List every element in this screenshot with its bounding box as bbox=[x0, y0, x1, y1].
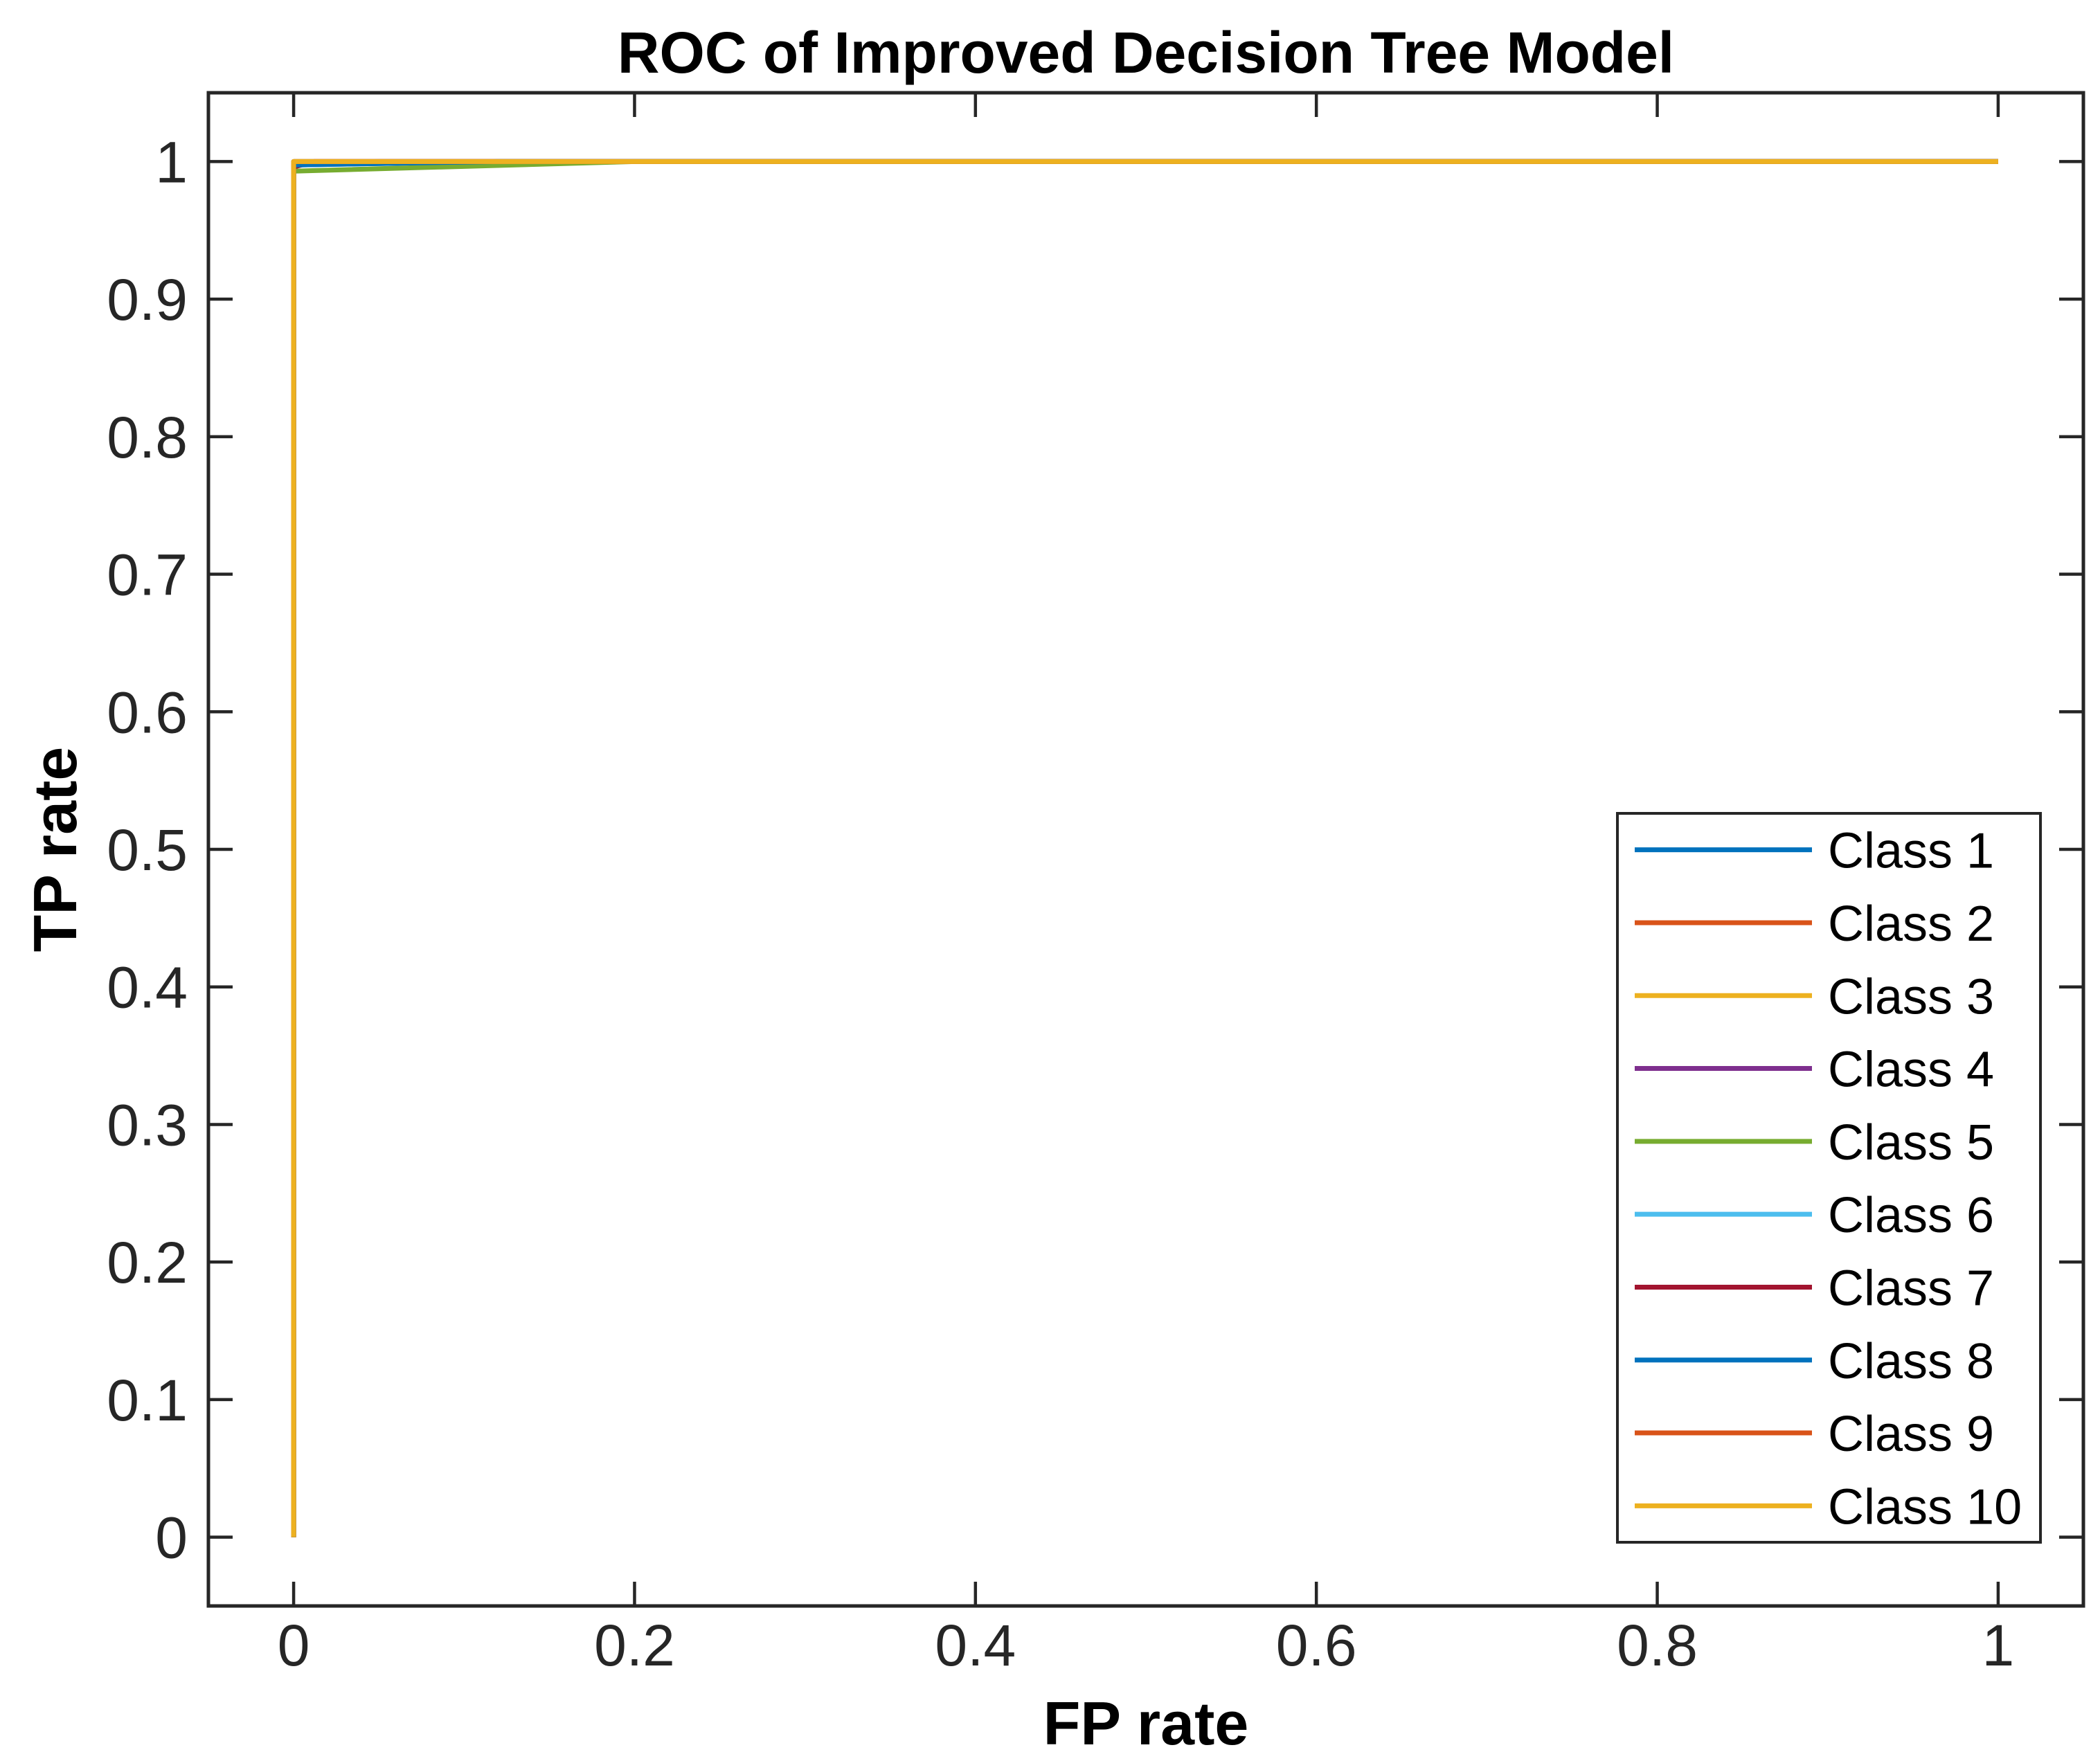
legend-label-class-10: Class 10 bbox=[1828, 1479, 2022, 1535]
y-tick-label-0.8: 0.8 bbox=[107, 405, 188, 470]
y-tick-label-0.9: 0.9 bbox=[107, 267, 188, 332]
y-tick-label-0.6: 0.6 bbox=[107, 680, 188, 745]
y-tick-label-1: 1 bbox=[155, 129, 188, 195]
y-tick-label-0: 0 bbox=[155, 1506, 188, 1571]
x-tick-label-0.2: 0.2 bbox=[594, 1613, 675, 1678]
legend-box bbox=[1616, 812, 2042, 1544]
legend-label-class-9: Class 9 bbox=[1828, 1407, 1994, 1462]
chart-title: ROC of Improved Decision Tree Model bbox=[618, 20, 1674, 85]
x-tick-label-0.6: 0.6 bbox=[1276, 1613, 1357, 1678]
legend-label-class-7: Class 7 bbox=[1828, 1261, 1994, 1316]
axis-tick-labels: 0 0.2 0.4 0.6 0.8 1 0 0.1 0.2 0.3 0.4 0.5 0.6 0.7 0.8 0… bbox=[107, 129, 2014, 1678]
legend-item-class-2: Class 2 bbox=[1635, 896, 1994, 952]
legend-label-class-3: Class 3 bbox=[1828, 969, 1994, 1024]
legend-label-class-6: Class 6 bbox=[1828, 1188, 1994, 1243]
legend-item-class-10: Class 10 bbox=[1635, 1479, 2022, 1535]
series-layer bbox=[291, 159, 1998, 1537]
y-tick-label-0.1: 0.1 bbox=[107, 1368, 188, 1433]
legend-item-class-7: Class 7 bbox=[1635, 1261, 1994, 1316]
y-tick-label-0.3: 0.3 bbox=[107, 1092, 188, 1157]
legend-item-class-8: Class 8 bbox=[1635, 1334, 1994, 1389]
y-tick-label-0.4: 0.4 bbox=[107, 955, 188, 1020]
legend-item-class-1: Class 1 bbox=[1635, 824, 1994, 879]
legend-item-class-4: Class 4 bbox=[1635, 1042, 1994, 1098]
x-axis-label: FP rate bbox=[1043, 1689, 1249, 1758]
x-tick-label-0: 0 bbox=[278, 1613, 310, 1678]
y-tick-label-0.2: 0.2 bbox=[107, 1230, 188, 1295]
x-tick-label-0.4: 0.4 bbox=[935, 1613, 1016, 1678]
series-line-class-10 bbox=[291, 159, 1998, 1537]
axis-ticks bbox=[208, 93, 2083, 1606]
y-tick-label-0.5: 0.5 bbox=[107, 818, 188, 883]
y-axis-label: TP rate bbox=[21, 747, 89, 952]
legend-label-class-2: Class 2 bbox=[1828, 896, 1994, 952]
legend-label-class-5: Class 5 bbox=[1828, 1115, 1994, 1171]
legend: Class 1 Class 2 Class 3 Class 4 Class 5 Class… bbox=[1616, 812, 2042, 1544]
legend-label-class-4: Class 4 bbox=[1828, 1042, 1994, 1098]
legend-item-class-5: Class 5 bbox=[1635, 1115, 1994, 1171]
y-tick-label-0.7: 0.7 bbox=[107, 543, 188, 608]
x-tick-label-1: 1 bbox=[1982, 1613, 2015, 1678]
legend-item-class-3: Class 3 bbox=[1635, 969, 1994, 1024]
legend-item-class-9: Class 9 bbox=[1635, 1407, 1994, 1462]
legend-label-class-1: Class 1 bbox=[1828, 824, 1994, 879]
legend-label-class-8: Class 8 bbox=[1828, 1334, 1994, 1389]
legend-item-class-6: Class 6 bbox=[1635, 1188, 1994, 1243]
x-tick-label-0.8: 0.8 bbox=[1617, 1613, 1698, 1678]
